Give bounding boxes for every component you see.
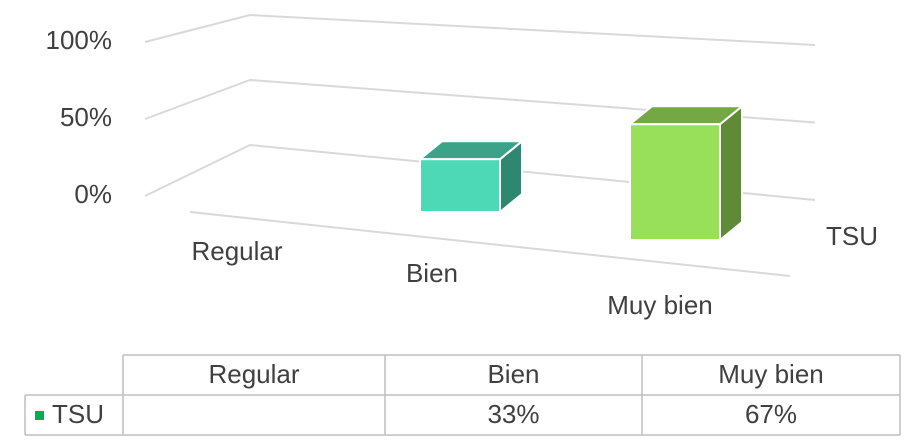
y-tick-label: 50% (60, 102, 112, 132)
grid-line (144, 78, 816, 124)
bar (629, 123, 721, 241)
bar-side (719, 104, 743, 243)
bar (419, 158, 501, 213)
table-value: 67% (745, 399, 797, 429)
x-tick-label: Regular (191, 236, 282, 266)
grid-line (144, 13, 816, 46)
legend-swatch (35, 411, 44, 420)
table-header: Muy bien (718, 359, 824, 389)
table-header: Bien (487, 359, 539, 389)
floor-edge (189, 211, 791, 277)
table-value: 33% (487, 399, 539, 429)
legend-label: TSU (52, 399, 104, 429)
series-axis-label: TSU (826, 221, 878, 251)
x-tick-label: Muy bien (607, 290, 713, 320)
table-header: Regular (208, 359, 299, 389)
grid-line (144, 143, 816, 201)
y-tick-label: 0% (74, 179, 112, 209)
x-tick-label: Bien (406, 258, 458, 288)
y-tick-label: 100% (46, 25, 113, 55)
